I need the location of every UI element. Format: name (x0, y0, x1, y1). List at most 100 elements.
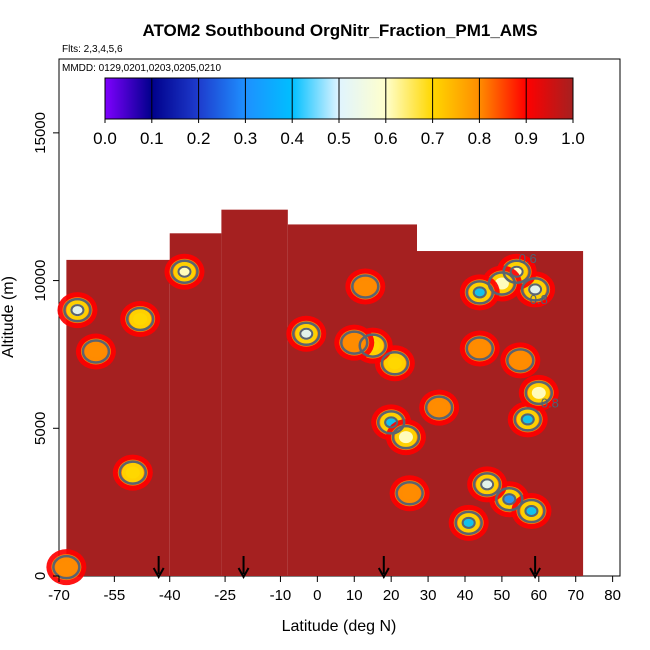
colorbar-tick-label: 0.0 (93, 129, 117, 148)
contour-line (376, 410, 406, 435)
colorbar-tick-label: 0.8 (468, 129, 492, 148)
contour-line (424, 395, 454, 420)
x-tick-label: 50 (494, 587, 511, 604)
contour-line (502, 493, 517, 506)
contour-line (472, 472, 502, 497)
contour-line (170, 259, 199, 284)
contour-line (52, 554, 81, 580)
contour-line (177, 265, 192, 278)
colorbar-tick-label: 0.5 (327, 129, 351, 148)
x-tick-label: 20 (383, 587, 400, 604)
contour-line (118, 460, 148, 485)
x-tick-label: 10 (346, 587, 363, 604)
x-axis-label: Latitude (deg N) (282, 618, 397, 635)
contour-line (358, 333, 387, 358)
flight-arrow-head (529, 567, 541, 580)
heatmap-feature (347, 336, 362, 349)
contour-line (528, 283, 543, 296)
chart-title: ATOM2 Southbound OrgNitr_Fraction_PM1_AM… (142, 21, 537, 40)
heatmap-feature (133, 312, 148, 325)
contour-line (395, 481, 424, 506)
x-tick-label: 70 (567, 587, 584, 604)
x-tick-label: 80 (604, 587, 621, 604)
x-axis: -70 -55 -40 -25 -10 0 10 20 30 40 50 60 70 80 (48, 576, 621, 604)
contour-line (520, 277, 550, 302)
contour-label: 0.6 (519, 251, 537, 266)
heatmap-feature (432, 401, 447, 414)
contour-line (465, 336, 494, 361)
contour-line (506, 348, 535, 373)
x-tick-label: -55 (104, 587, 126, 604)
x-tick-label: 0 (313, 587, 321, 604)
x-tick-label: 60 (530, 587, 547, 604)
contour-line (495, 486, 524, 512)
coverage-cell (169, 233, 222, 576)
heatmap-feature (402, 487, 417, 500)
contour-line (299, 327, 314, 340)
contour-line (480, 478, 495, 491)
flights-subtitle: Flts: 2,3,4,5,6 (62, 44, 123, 55)
colorbar-ticks: 0.0 0.1 0.2 0.3 0.4 0.5 0.6 0.7 0.8 0.9 1.0 (93, 119, 585, 148)
contour-line (465, 280, 494, 305)
heatmap-feature (125, 466, 140, 479)
contour-line (292, 321, 321, 346)
contour-line (351, 274, 380, 299)
heatmap-feature (513, 354, 528, 367)
flight-arrow-head (237, 567, 250, 580)
dates-subtitle: MMDD: 0129,0201,0203,0205,0210 (62, 63, 221, 74)
contour-line (384, 416, 399, 429)
x-tick-label: -70 (48, 587, 70, 604)
colorbar-tick-label: 0.3 (234, 129, 258, 148)
contour-line (81, 339, 111, 364)
flight-arrow-head (152, 567, 165, 580)
colorbar-dividers (151, 78, 527, 119)
y-tick-label: 10000 (32, 260, 49, 302)
y-tick-label: 0 (32, 572, 49, 580)
colorbar-tick-label: 0.4 (280, 129, 304, 148)
coverage-cell (221, 209, 288, 576)
colorbar-tick-label: 0.7 (421, 129, 445, 148)
x-tick-label: 30 (420, 587, 437, 604)
colorbar-tick-label: 0.2 (187, 129, 211, 148)
colorbar-tick-label: 1.0 (561, 129, 585, 148)
heatmap-feature (59, 561, 74, 574)
contour-line (472, 286, 487, 299)
y-axis: 0 5000 10000 15000 (32, 112, 59, 580)
contour-line (125, 306, 155, 332)
heatmap-feature (398, 431, 413, 444)
contour-line (63, 297, 92, 323)
contour-line (391, 424, 421, 450)
contour-line (520, 413, 535, 426)
flight-arrows (152, 556, 541, 580)
flight-arrow-head (377, 567, 390, 580)
contour-label: 0.8 (530, 292, 548, 307)
heatmap-feature (387, 357, 402, 370)
contour-line (340, 330, 369, 355)
contour-line (380, 351, 410, 376)
contour-line (513, 407, 542, 432)
colorbar-tick-label: 0.1 (140, 129, 164, 148)
contour-line (454, 510, 483, 536)
y-tick-label: 5000 (32, 412, 49, 445)
x-tick-label: -25 (214, 587, 236, 604)
contour-line (524, 380, 554, 406)
contour-line (524, 505, 539, 518)
contour-line (461, 516, 476, 529)
colorbar-tick-label: 0.6 (374, 129, 398, 148)
contour-line (70, 304, 85, 317)
x-tick-label: 40 (457, 587, 474, 604)
heatmap-feature (358, 280, 373, 293)
heatmap-feature (531, 386, 546, 399)
x-tick-label: -10 (270, 587, 292, 604)
contour-layer: 0.6 0.8 0.8 (52, 251, 559, 580)
contour-line (509, 265, 524, 278)
x-tick-label: -40 (159, 587, 181, 604)
contour-label: 0.8 (541, 396, 559, 411)
contour-line (517, 498, 546, 524)
heatmap-layer (46, 209, 584, 586)
colorbar-tick-label: 0.9 (514, 129, 538, 148)
heatmap-feature (472, 342, 487, 355)
heatmap-feature (88, 345, 103, 358)
y-axis-label: Altitude (m) (0, 276, 17, 358)
